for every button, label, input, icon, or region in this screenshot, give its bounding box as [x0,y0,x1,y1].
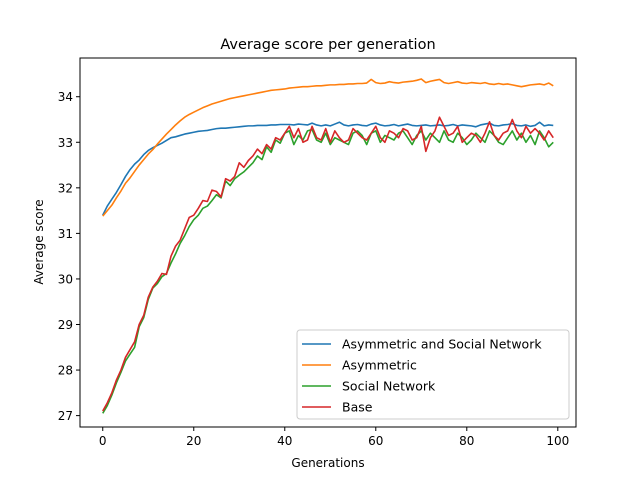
x-tick-label: 100 [546,434,569,448]
y-axis: 27 28 29 30 31 32 33 34 [58,90,80,423]
y-tick-label: 31 [58,227,73,241]
y-tick-label: 30 [58,272,73,286]
legend-frame [296,329,570,420]
series-line-1 [102,78,554,217]
x-tick-label: 20 [186,434,201,448]
series-line-3 [102,116,554,412]
y-tick-label: 27 [58,409,73,423]
y-tick-label: 33 [58,136,73,150]
legend-label: Base [342,400,373,415]
series-line-2 [102,128,554,414]
series-line-0 [102,121,554,216]
legend: Asymmetric and Social Network Asymmetric S… [296,329,570,420]
chart-title: Average score per generation [220,37,435,53]
x-tick-label: 0 [99,434,107,448]
x-axis: 0 20 40 60 80 100 [99,427,569,448]
y-tick-label: 34 [58,90,73,104]
y-tick-label: 29 [58,318,73,332]
y-tick-label: 28 [58,364,73,378]
x-tick-label: 60 [368,434,383,448]
legend-label: Asymmetric and Social Network [342,337,542,352]
x-axis-title: Generations [291,456,364,470]
series-layer [102,78,554,414]
y-tick-label: 32 [58,181,73,195]
y-axis-title: Average score [32,199,46,284]
plot-frame [79,57,577,428]
legend-label: Social Network [342,379,436,394]
x-tick-label: 40 [277,434,292,448]
x-tick-label: 80 [459,434,474,448]
legend-label: Asymmetric [342,358,417,373]
